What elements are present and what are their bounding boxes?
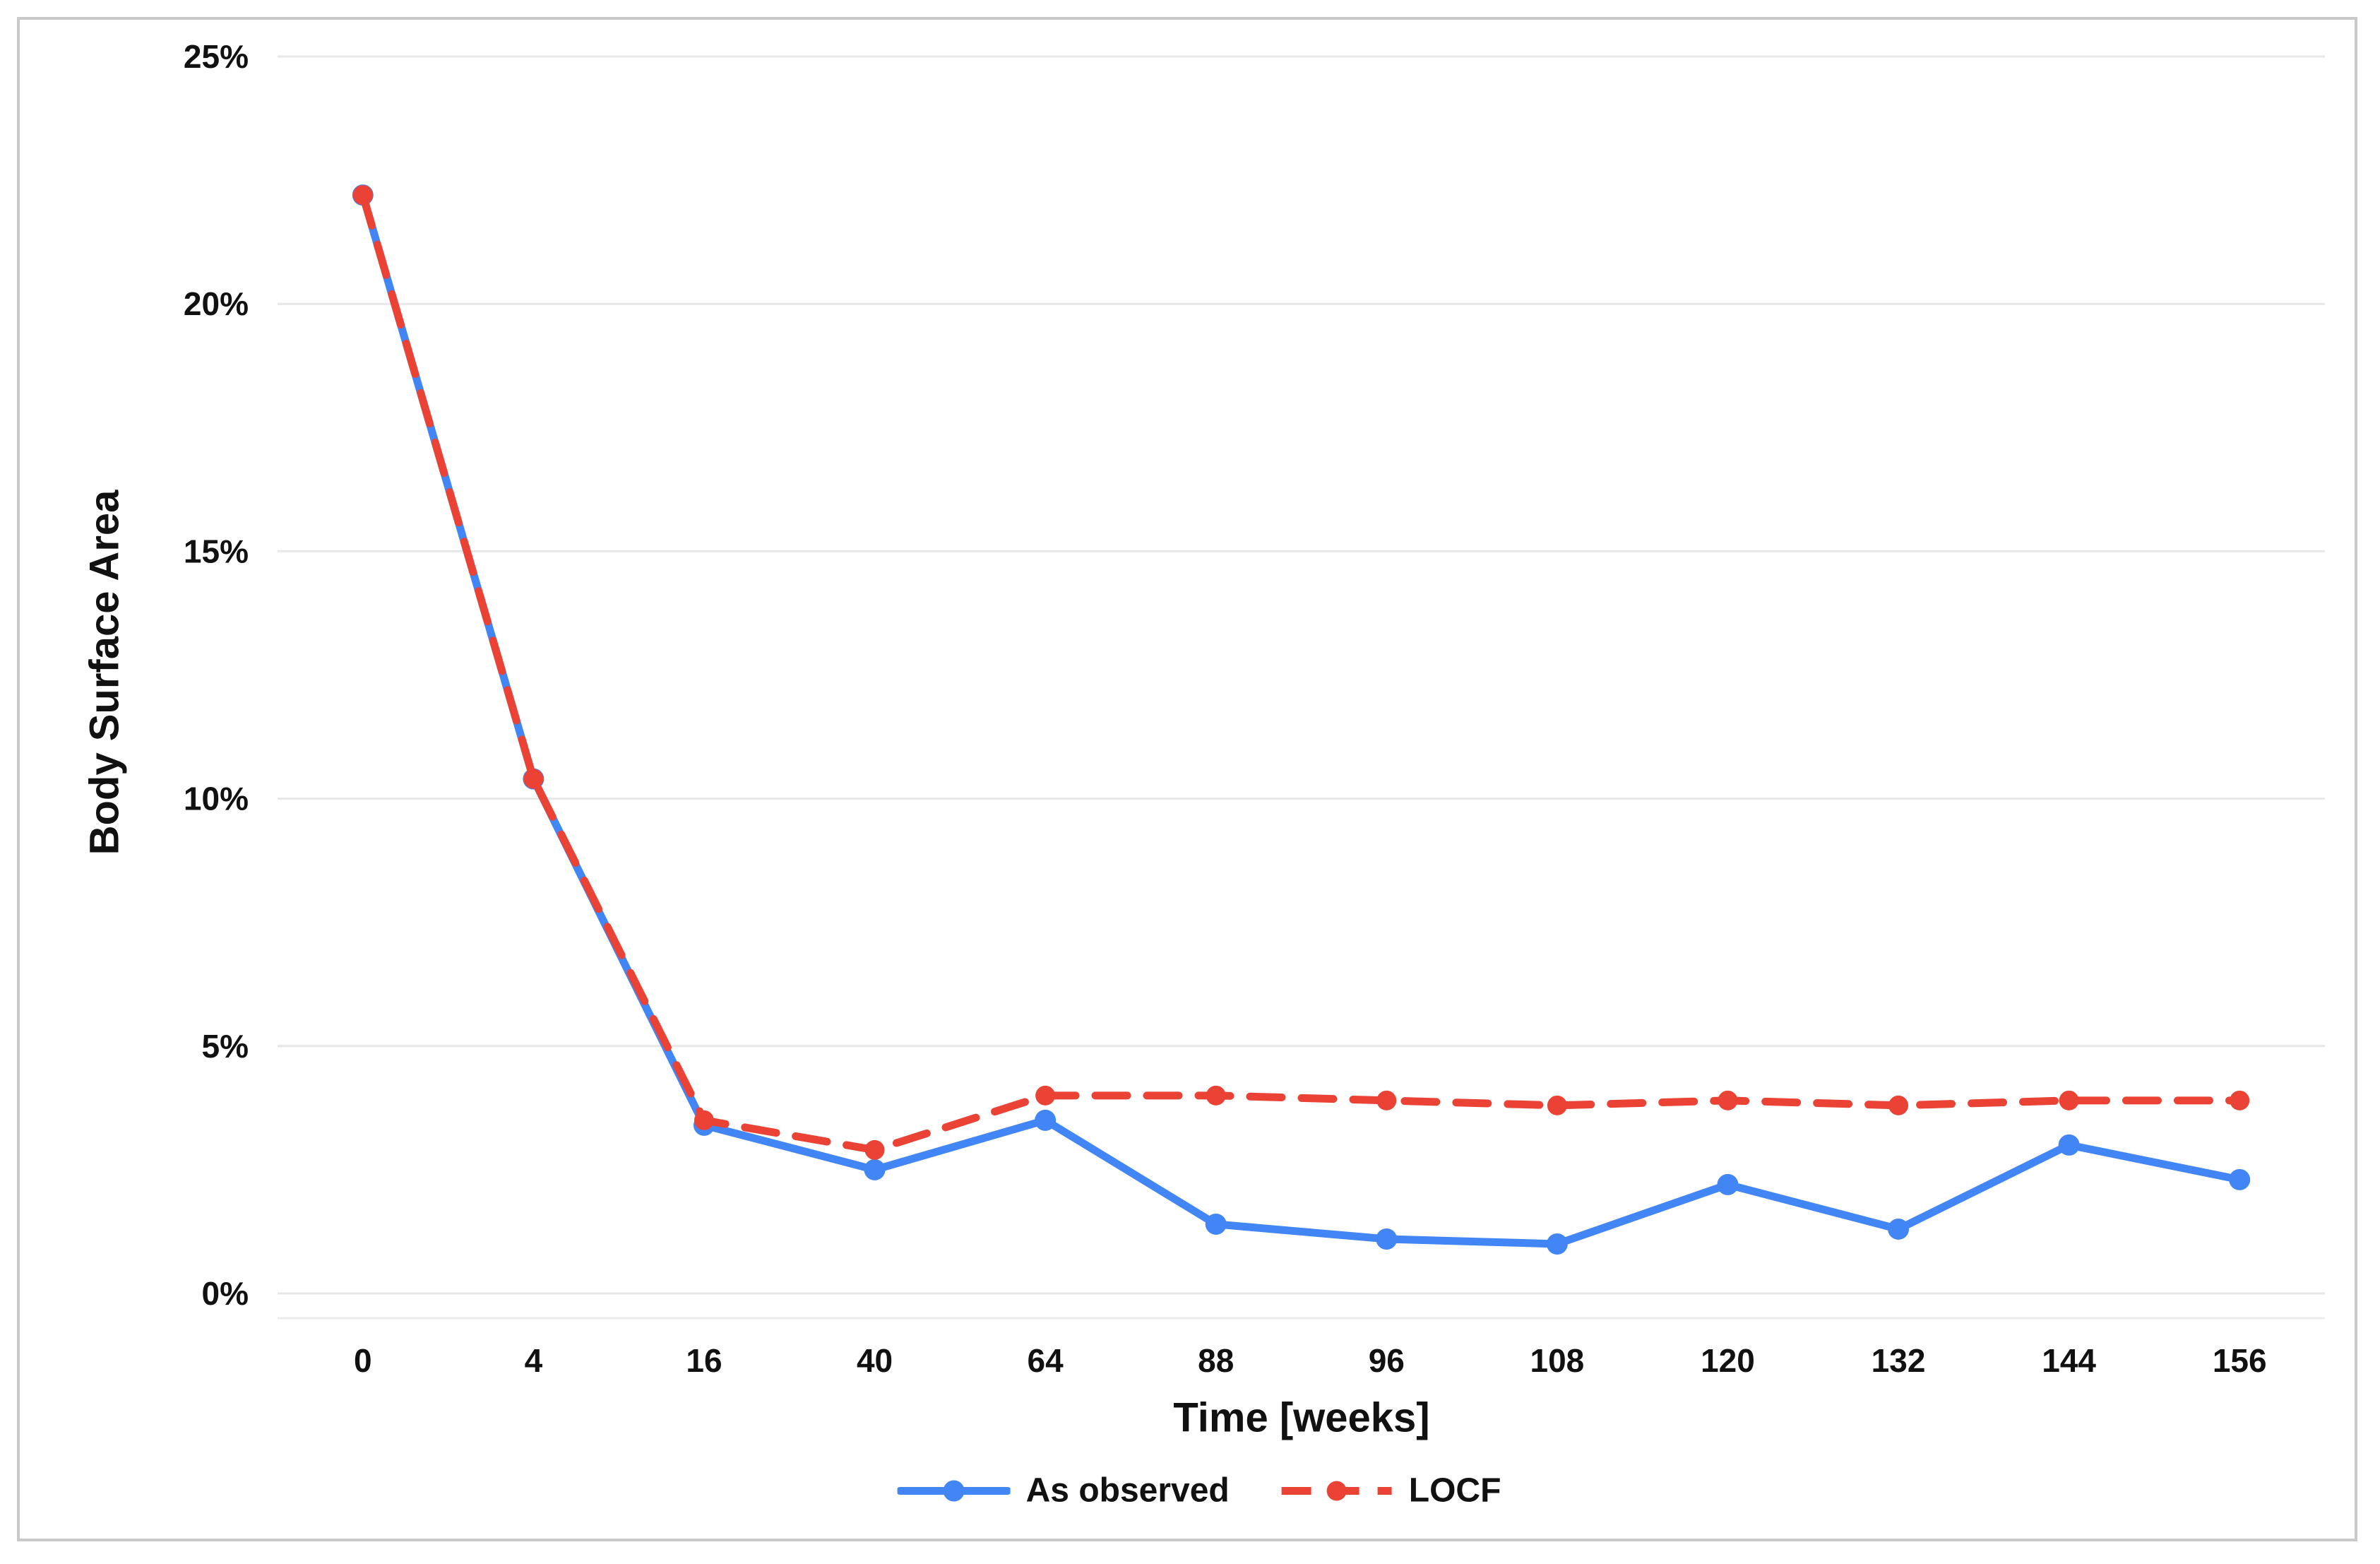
data-point-locf: [1206, 1085, 1226, 1106]
y-tick-label: 15%: [184, 533, 249, 569]
data-point-as-observed: [1717, 1173, 1739, 1195]
x-tick-label: 96: [1369, 1342, 1405, 1379]
figure-border: [17, 17, 2357, 1541]
x-tick-label: 132: [1872, 1342, 1926, 1379]
x-tick-label: 64: [1028, 1342, 1064, 1379]
x-tick-label: 108: [1530, 1342, 1585, 1379]
data-point-as-observed: [1035, 1109, 1057, 1131]
y-tick-label: 10%: [184, 781, 249, 817]
as-observed-line-icon: [897, 1480, 1011, 1501]
legend-label-locf: LOCF: [1408, 1471, 1501, 1510]
legend-item-as-observed: As observed: [897, 1471, 1230, 1510]
x-tick-label: 88: [1198, 1342, 1234, 1379]
legend-label-as-observed: As observed: [1025, 1471, 1230, 1510]
legend: As observed LOCF: [897, 1471, 1501, 1510]
data-point-locf: [1035, 1085, 1056, 1106]
data-point-as-observed: [1376, 1228, 1398, 1250]
data-point-as-observed: [864, 1159, 886, 1180]
data-point-as-observed: [2058, 1134, 2080, 1156]
x-axis-title: Time [weeks]: [1173, 1394, 1430, 1441]
series-locf-line: [359, 191, 2244, 1154]
y-tick-label: 25%: [184, 38, 249, 75]
data-point-locf: [1718, 1090, 1738, 1110]
data-point-as-observed: [1205, 1213, 1227, 1235]
series-as-observed-line: [359, 191, 2244, 1248]
data-point-as-observed: [2229, 1168, 2251, 1190]
x-tick-label: 4: [525, 1342, 543, 1379]
data-point-locf: [1888, 1095, 1909, 1115]
data-point-locf: [1376, 1090, 1397, 1110]
data-point-locf: [2230, 1090, 2250, 1110]
data-point-locf: [694, 1110, 714, 1130]
x-tick-label: 16: [686, 1342, 722, 1379]
x-tick-label: 144: [2042, 1342, 2096, 1379]
y-tick-label: 20%: [184, 285, 249, 322]
data-point-as-observed: [1546, 1233, 1568, 1255]
x-tick-label: 0: [354, 1342, 372, 1379]
y-axis-title: Body Surface Area: [81, 490, 128, 855]
data-point-as-observed: [1888, 1218, 1910, 1240]
x-tick-label: 156: [2213, 1342, 2267, 1379]
y-tick-label: 0%: [202, 1275, 249, 1312]
data-point-locf: [864, 1139, 885, 1160]
data-point-locf: [352, 185, 373, 206]
x-tick-label: 120: [1701, 1342, 1755, 1379]
legend-item-locf: LOCF: [1280, 1471, 1501, 1510]
x-tick-label: 40: [857, 1342, 893, 1379]
data-point-locf: [1547, 1095, 1567, 1115]
locf-dashed-line-icon: [1281, 1481, 1392, 1500]
data-point-locf: [2059, 1090, 2079, 1110]
data-point-locf: [523, 769, 544, 789]
y-tick-label: 5%: [202, 1028, 249, 1065]
